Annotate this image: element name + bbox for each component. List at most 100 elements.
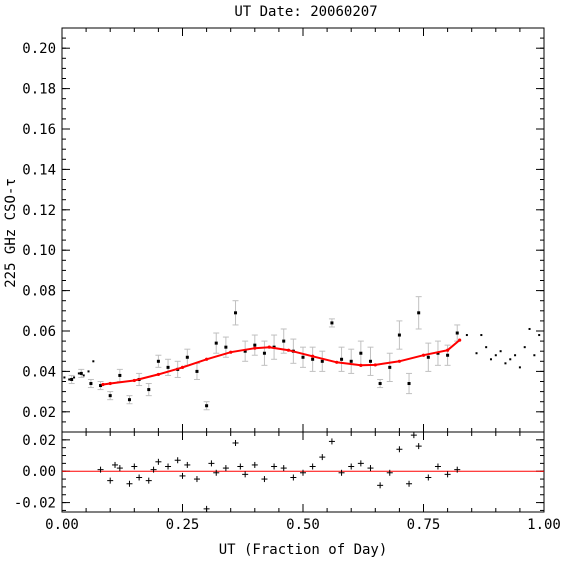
data-point	[397, 333, 401, 337]
y-axis-label: 225 GHz CSO-τ	[3, 178, 19, 288]
top-y-tick-labels: 0.02 0.04 0.06 0.08 0.10 0.12 0.14 0.16 0.18 0.20	[22, 41, 56, 421]
data-point	[234, 311, 238, 315]
data-point	[224, 345, 228, 349]
residual-marker	[112, 461, 119, 468]
residual-marker	[174, 457, 181, 464]
extra-data-point	[77, 372, 80, 375]
fit-point	[359, 363, 363, 367]
residual-marker	[280, 465, 287, 472]
residual-marker	[386, 469, 393, 476]
fit-point	[108, 381, 112, 386]
extra-data-point	[528, 327, 531, 330]
fit-point	[458, 338, 462, 342]
residual-marker	[107, 477, 114, 484]
data-point	[378, 382, 382, 386]
x-ticks	[61, 28, 545, 512]
residual-marker	[131, 463, 138, 470]
extra-data-point	[485, 346, 488, 349]
fit-line-group	[101, 338, 462, 387]
x-tick-label: 0.50	[286, 517, 320, 533]
residual-marker	[357, 460, 364, 467]
data-point	[417, 311, 421, 315]
fit-point	[132, 378, 136, 383]
extra-data-point	[82, 374, 85, 377]
extra-data-point	[533, 354, 536, 357]
residual-marker	[155, 458, 162, 465]
data-point	[89, 382, 93, 386]
top-y-tick-label: 0.12	[22, 203, 56, 219]
residual-points	[97, 432, 461, 512]
top-y-tick-label: 0.14	[22, 162, 56, 178]
data-point	[330, 321, 334, 325]
data-point	[205, 404, 209, 408]
extra-points	[63, 327, 541, 381]
data-point	[70, 377, 74, 381]
residual-marker	[145, 477, 152, 484]
residual-marker	[150, 466, 157, 473]
residual-marker	[126, 480, 133, 487]
data-point	[455, 331, 459, 335]
residual-marker	[116, 465, 123, 472]
residual-marker	[406, 480, 413, 487]
extra-data-point	[504, 362, 507, 365]
extra-data-point	[494, 354, 497, 357]
x-tick-label: 0.25	[166, 517, 200, 533]
data-point	[99, 384, 103, 388]
x-tick-labels: 0.00 0.25 0.50 0.75 1.00	[45, 517, 561, 533]
residual-marker	[179, 472, 186, 479]
fit-point	[397, 359, 401, 363]
fit-point	[335, 360, 339, 364]
data-point	[311, 357, 315, 361]
bottom-y-tick-labels: -0.02 0.00 0.02	[14, 433, 56, 512]
top-y-ticks	[62, 37, 544, 433]
data-point	[340, 357, 344, 361]
residual-marker	[415, 443, 422, 450]
residual-marker	[319, 454, 326, 461]
data-point	[349, 359, 353, 363]
top-y-tick-label: 0.02	[22, 405, 56, 421]
data-point	[108, 394, 112, 398]
top-y-tick-label: 0.20	[22, 41, 56, 57]
data-point	[407, 382, 411, 386]
extra-data-point	[499, 350, 502, 353]
top-y-tick-label: 0.04	[22, 364, 56, 380]
data-point	[79, 371, 83, 375]
data-point	[368, 359, 372, 363]
data-point	[388, 365, 392, 369]
fit-point	[373, 363, 377, 367]
fit-point	[311, 354, 315, 358]
top-y-tick-label: 0.18	[22, 82, 56, 98]
top-y-tick-label: 0.16	[22, 122, 56, 138]
fit-point	[180, 365, 185, 369]
extra-data-point	[514, 354, 517, 357]
extra-data-point	[489, 358, 492, 361]
bottom-panel: -0.02 0.00 0.02	[14, 431, 545, 513]
extra-data-point	[87, 370, 90, 373]
residual-marker	[425, 474, 432, 481]
residual-marker	[377, 482, 384, 489]
extra-data-point	[480, 334, 483, 337]
extra-data-point	[509, 358, 512, 361]
extra-data-point	[465, 334, 468, 337]
extra-data-point	[518, 366, 521, 369]
top-y-tick-label: 0.08	[22, 284, 56, 300]
extra-data-point	[92, 360, 95, 363]
data-point	[214, 341, 218, 345]
fit-point	[286, 348, 291, 352]
residual-marker	[309, 463, 316, 470]
residual-marker	[208, 460, 215, 467]
bottom-y-tick-label: 0.02	[22, 433, 56, 449]
extra-data-point	[63, 376, 66, 379]
data-point	[320, 359, 324, 363]
residual-marker	[184, 461, 191, 468]
residual-marker	[434, 463, 441, 470]
data-point	[166, 365, 170, 369]
residual-marker	[300, 469, 306, 476]
data-point	[301, 355, 305, 359]
data-point	[118, 373, 122, 377]
bottom-y-tick-label: -0.02	[14, 496, 56, 512]
residual-marker	[271, 463, 278, 470]
residual-marker	[97, 466, 104, 473]
fit-point	[267, 345, 271, 349]
fit-point	[156, 372, 160, 377]
